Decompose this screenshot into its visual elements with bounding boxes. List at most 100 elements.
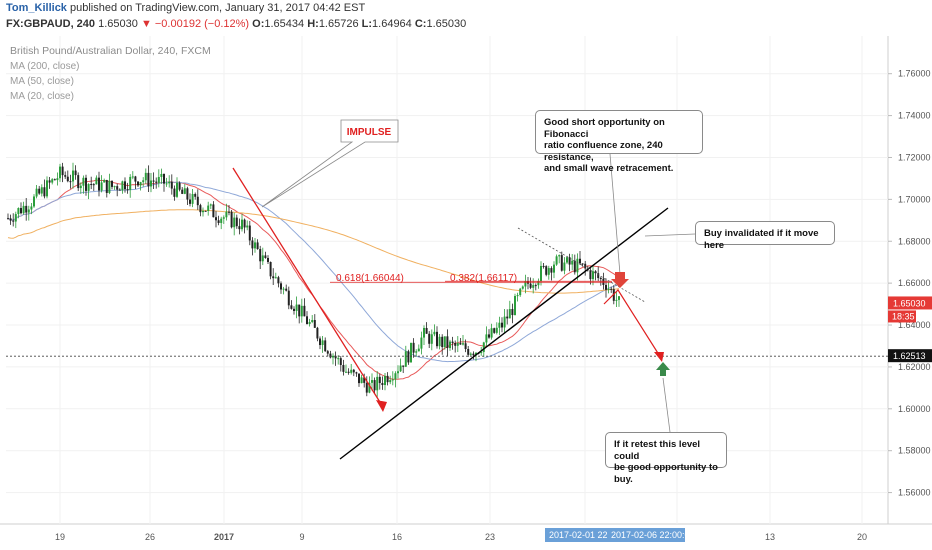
candle-body	[449, 341, 451, 349]
candle-body	[261, 255, 264, 262]
candle-body	[196, 196, 199, 206]
candle-body	[142, 180, 145, 183]
candle-body	[423, 327, 425, 338]
candle-body	[259, 249, 262, 262]
invalidation-callout[interactable]: Buy invalidated if it move here	[695, 221, 835, 251]
y-tick-label: 1.68000	[898, 236, 931, 246]
candle-body	[134, 176, 137, 182]
candle-body	[204, 210, 207, 212]
short-note-line-3: and small wave retracement.	[544, 163, 674, 174]
candle-body	[306, 316, 308, 325]
candle-body	[378, 376, 381, 384]
candle-body	[118, 189, 121, 191]
legend-ma200[interactable]: MA (200, close)	[10, 61, 80, 72]
candle-body	[488, 334, 490, 338]
candle-body	[183, 188, 186, 194]
projection-path	[603, 289, 662, 359]
resistance-line	[517, 227, 646, 303]
candle-body	[363, 377, 366, 383]
candle-body	[147, 172, 150, 187]
author-link[interactable]: Tom_Killick	[6, 2, 67, 14]
countdown-tag-label: 18:35	[892, 311, 915, 321]
candle-body	[571, 260, 574, 265]
candle-body	[480, 351, 483, 354]
candle-body	[329, 353, 332, 358]
candle-body	[246, 225, 249, 228]
candle-body	[389, 380, 392, 383]
candle-body	[332, 355, 334, 358]
impulse-label: IMPULSE	[347, 127, 392, 138]
candle-body	[550, 268, 553, 273]
buy-arrow-icon	[656, 362, 670, 376]
candle-body	[248, 225, 251, 241]
candle-body	[43, 187, 46, 197]
ohlc-line: FX:GBPAUD, 240 1.65030 ▼ −0.00192 (−0.12…	[6, 18, 466, 30]
candle-body	[347, 371, 350, 373]
buy-opportunity-callout[interactable]: If it retest this level could be good op…	[605, 432, 727, 485]
candle-body	[53, 179, 56, 181]
candle-body	[215, 217, 217, 221]
candle-body	[48, 180, 51, 183]
candle-body	[228, 211, 230, 213]
candle-body	[295, 304, 298, 311]
candle-body	[579, 258, 581, 264]
candle-body	[584, 263, 587, 269]
candle-body	[225, 211, 228, 218]
candle-body	[560, 255, 563, 271]
candle-body	[326, 351, 329, 354]
fib-618-label: 0.618(1.66044)	[336, 273, 404, 284]
short-callout-pointer	[609, 153, 621, 275]
x-tick-label: 9	[299, 532, 304, 542]
price-axis[interactable]: 1.56000 1.58000 1.60000 1.62000 1.64000 1.660…	[888, 69, 932, 498]
candle-body	[576, 258, 579, 273]
invalid-callout-pointer	[644, 233, 696, 237]
header-bar: Tom_Killick published on TradingView.com…	[0, 0, 932, 34]
candle-body	[417, 348, 420, 352]
candle-body	[59, 166, 61, 179]
candle-body	[581, 263, 584, 265]
price-chart[interactable]: 0.618(1.66044) 0.382(1.66117) IMPULSE 1.56…	[0, 34, 932, 550]
candle-body	[238, 226, 241, 230]
low-value: 1.64964	[372, 18, 412, 30]
candle-body	[425, 327, 428, 334]
candle-body	[529, 283, 532, 288]
candle-body	[428, 333, 431, 344]
candle-body	[155, 181, 158, 183]
candle-body	[189, 199, 191, 204]
candle-body	[113, 186, 116, 188]
candle-body	[51, 179, 54, 183]
candle-body	[38, 188, 41, 194]
legend-ma20[interactable]: MA (20, close)	[10, 91, 74, 102]
candle-body	[176, 182, 178, 197]
candle-body	[222, 217, 225, 219]
short-arrow-icon	[611, 272, 629, 288]
candle-body	[163, 173, 165, 184]
candle-body	[485, 334, 488, 343]
candle-body	[30, 206, 33, 210]
candle-body	[607, 288, 610, 290]
candle-body	[532, 285, 535, 288]
candle-body	[254, 242, 256, 249]
y-tick-label: 1.64000	[898, 320, 931, 330]
candle-body	[100, 182, 103, 191]
legend-ma50[interactable]: MA (50, close)	[10, 76, 74, 87]
candle-body	[235, 217, 238, 227]
candle-body	[498, 322, 501, 328]
candle-body	[540, 265, 542, 282]
short-opportunity-callout[interactable]: Good short opportunity on Fibonacci rati…	[535, 110, 703, 174]
candle-body	[209, 204, 212, 206]
symbol-label: FX:GBPAUD, 240	[6, 18, 96, 30]
impulse-arrow	[232, 167, 384, 408]
candle-body	[300, 305, 303, 317]
candle-body	[464, 343, 467, 350]
candle-body	[202, 210, 204, 213]
candle-body	[339, 358, 342, 365]
x-tick-label: 13	[765, 532, 775, 542]
candle-body	[61, 166, 64, 176]
candle-body	[212, 204, 215, 218]
close-label: C:	[414, 18, 427, 30]
candle-body	[105, 180, 108, 193]
candle-body	[521, 286, 524, 289]
time-axis[interactable]: 192620179162330613202017-02-01 22:002017…	[55, 528, 867, 542]
candle-body	[524, 281, 527, 287]
